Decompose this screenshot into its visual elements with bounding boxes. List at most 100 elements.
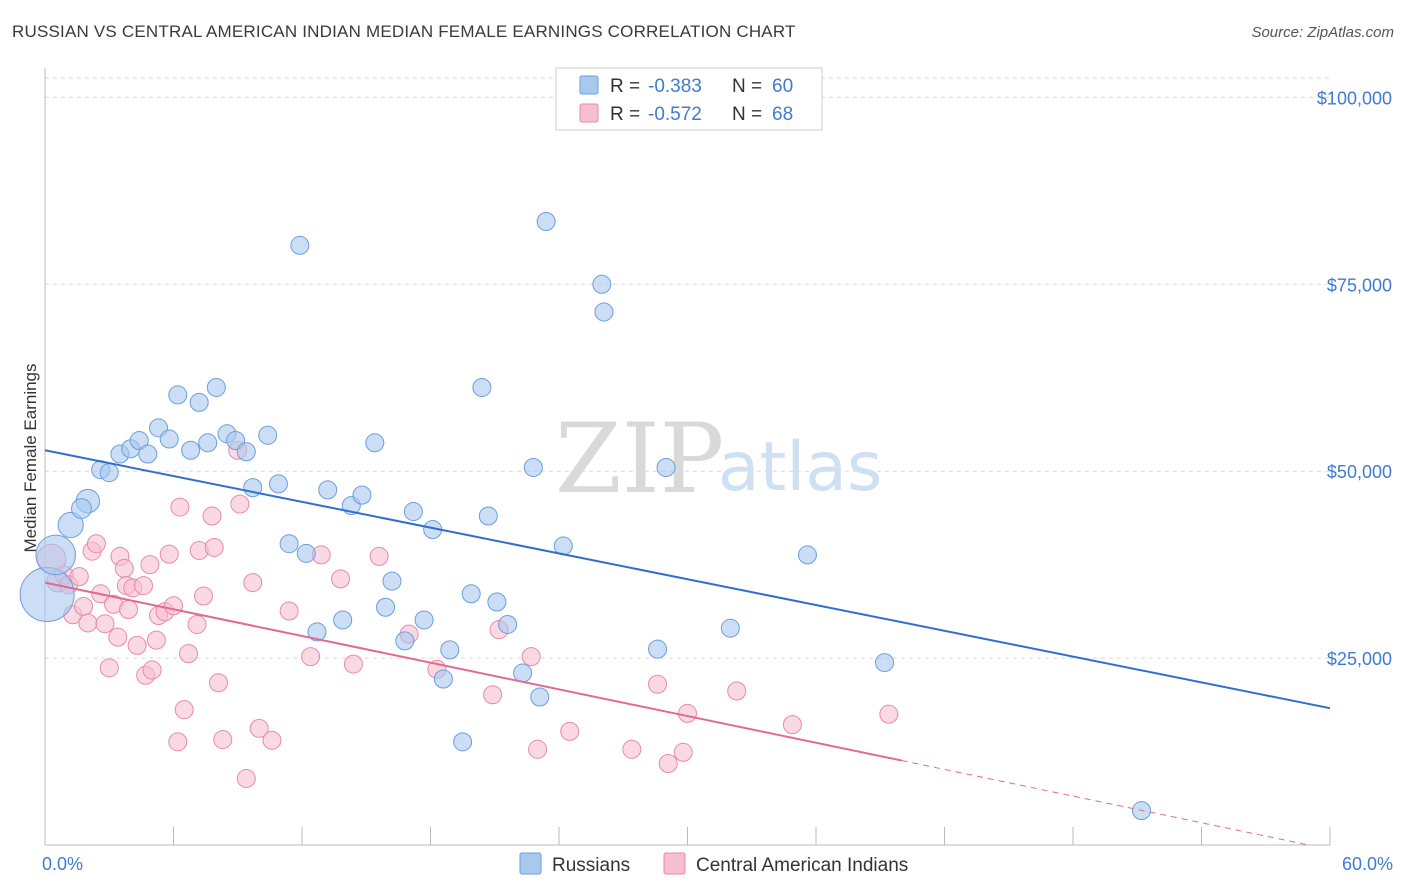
- russians-point: [290, 235, 310, 255]
- y-tick-label: $50,000: [1327, 462, 1392, 482]
- cai-point: [114, 558, 134, 578]
- cai-point: [673, 742, 693, 762]
- cai-point: [204, 537, 224, 557]
- x-tick-label-min: 0.0%: [42, 854, 83, 874]
- cai-point: [95, 614, 115, 634]
- cai-point: [127, 635, 147, 655]
- y-axis-title: Median Female Earnings: [21, 364, 40, 553]
- legend-r-value-russians: -0.383: [648, 76, 702, 97]
- russians-point: [648, 639, 668, 659]
- cai-point: [301, 647, 321, 667]
- russians-point: [461, 584, 481, 604]
- cai-point: [230, 494, 250, 514]
- russians-point: [875, 653, 895, 673]
- cai-point: [521, 647, 541, 667]
- russians-point: [333, 610, 353, 630]
- chart-source: Source: ZipAtlas.com: [1251, 24, 1394, 41]
- x-tick-label-max: 60.0%: [1342, 854, 1393, 874]
- cai-point: [170, 497, 190, 517]
- russians-point: [318, 480, 338, 500]
- russians-point: [138, 444, 158, 464]
- cai-point: [727, 681, 747, 701]
- legend-n-value-central-american-indians: 68: [772, 104, 793, 125]
- cai-point: [243, 573, 263, 593]
- cai-point: [279, 601, 299, 621]
- trend-line-russians: [44, 449, 1331, 710]
- russians-point: [487, 592, 507, 612]
- russians-point: [258, 425, 278, 445]
- russians-point: [198, 433, 218, 453]
- russians-point: [35, 534, 77, 576]
- gridlines: [45, 77, 1330, 659]
- cai-point: [658, 754, 678, 774]
- legend: R = -0.383 N = 60 R = -0.572 N = 68: [555, 67, 823, 131]
- russians-point: [365, 433, 385, 453]
- russians-point: [453, 732, 473, 752]
- russians-point: [478, 506, 498, 526]
- cai-point: [331, 569, 351, 589]
- trend-line-central-american-indians: [44, 581, 902, 762]
- cai-point: [108, 627, 128, 647]
- cai-point: [74, 597, 94, 617]
- bottom-legend-swatch-central-american-indians: [663, 852, 686, 875]
- cai-point: [164, 596, 183, 616]
- russians-point: [19, 567, 75, 623]
- legend-n-label: N =: [732, 104, 762, 125]
- cai-point: [159, 544, 179, 564]
- russians-point: [530, 687, 550, 707]
- cai-point: [528, 739, 548, 759]
- russians-point: [797, 545, 817, 565]
- russians-point: [279, 534, 299, 554]
- trend-lines: [44, 449, 1331, 846]
- russians-point: [57, 511, 84, 539]
- bottom-legend-label-central-american-indians: Central American Indians: [696, 855, 908, 876]
- cai-point: [262, 730, 282, 750]
- cai-point: [86, 534, 106, 554]
- russians-point: [433, 669, 453, 689]
- russians-point: [395, 631, 415, 651]
- x-tick-labels: 0.0% 60.0%: [42, 854, 1393, 874]
- cai-point: [622, 739, 642, 759]
- legend-box: [555, 67, 823, 131]
- legend-r-label: R =: [610, 76, 640, 97]
- cai-point: [343, 654, 363, 674]
- watermark: ZIP atlas: [555, 403, 882, 515]
- watermark-zip: ZIP: [555, 403, 724, 515]
- cai-point: [369, 546, 389, 566]
- cai-point: [879, 704, 899, 724]
- russians-point: [414, 610, 434, 630]
- russians-point: [440, 640, 460, 660]
- russians-point: [472, 377, 492, 397]
- cai-point: [782, 715, 802, 735]
- russians-point: [236, 442, 256, 462]
- russians-point: [99, 463, 119, 483]
- series-russians: [19, 211, 1152, 821]
- cai-point: [134, 576, 154, 596]
- cai-point: [78, 613, 98, 633]
- cai-point: [193, 586, 213, 606]
- russians-point: [523, 457, 543, 477]
- cai-point: [99, 658, 119, 678]
- axes: [44, 68, 1331, 846]
- y-tick-label: $100,000: [1317, 88, 1392, 108]
- russians-point: [71, 498, 92, 519]
- cai-point: [213, 730, 233, 750]
- russians-point: [129, 431, 149, 451]
- bottom-legend-label-russians: Russians: [552, 855, 630, 876]
- legend-swatch-russians: [579, 75, 599, 95]
- russians-point: [592, 274, 612, 294]
- russians-point: [268, 474, 288, 494]
- y-tick-labels: $25,000 $50,000 $75,000 $100,000: [1317, 88, 1392, 669]
- bottom-legend: Russians Central American Indians: [519, 852, 908, 876]
- russians-point: [376, 597, 396, 617]
- trend-line-central-american-indians-extension: [901, 760, 1309, 846]
- russians-point: [720, 618, 740, 638]
- russians-point: [594, 302, 614, 322]
- cai-point: [146, 630, 166, 650]
- russians-point: [296, 543, 316, 563]
- cai-point: [178, 644, 198, 664]
- cai-point: [187, 614, 207, 634]
- legend-n-label: N =: [732, 76, 762, 97]
- cai-point: [483, 685, 503, 705]
